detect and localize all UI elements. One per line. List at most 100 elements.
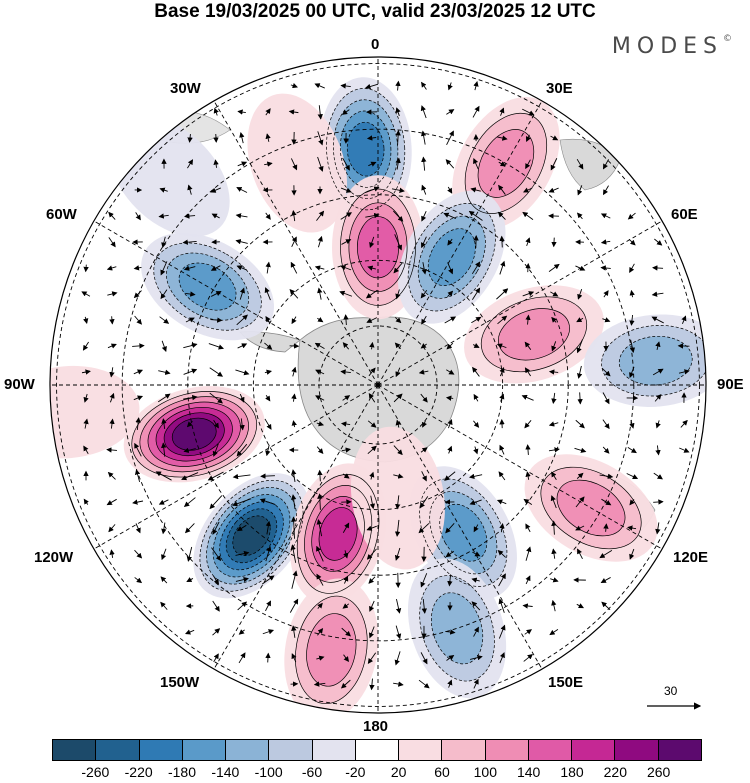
wind-vector (369, 495, 376, 510)
wind-vector (135, 212, 141, 221)
wind-vector (314, 265, 325, 271)
wind-vector (317, 131, 324, 146)
wind-vector (343, 314, 349, 326)
wind-vector (471, 316, 482, 324)
wind-vector (627, 525, 637, 531)
colorbar-tick-label: 20 (390, 764, 407, 780)
wind-vector (473, 524, 479, 533)
wind-vector (654, 393, 662, 402)
wind-vector (550, 135, 559, 141)
wind-vector (473, 420, 480, 428)
wind-vector (108, 211, 116, 220)
wind-vector (447, 679, 453, 688)
wind-vector (265, 261, 271, 274)
wind-vector (184, 213, 196, 219)
wind-vector (317, 602, 323, 609)
colorbar-bin (399, 740, 443, 760)
wind-vector (394, 547, 401, 561)
wind-vector (213, 107, 219, 116)
wind-vector (420, 393, 428, 403)
wind-vector (365, 83, 379, 90)
wind-vector (367, 652, 377, 664)
wind-vector (522, 211, 534, 220)
colorbar (52, 739, 702, 761)
wind-vector (160, 261, 168, 276)
wind-vector (447, 82, 453, 91)
wind-vector (551, 392, 557, 404)
wind-vector (291, 366, 297, 377)
reference-vector-value: 30 (664, 684, 678, 698)
wind-vector (366, 548, 377, 560)
wind-vector (473, 626, 479, 637)
wind-vector (525, 575, 531, 585)
wind-vector (109, 418, 115, 429)
wind-vector (472, 551, 481, 557)
wind-vector (368, 626, 375, 639)
wind-vector (600, 213, 611, 219)
wind-vector (420, 105, 427, 119)
wind-vector (314, 83, 325, 89)
wind-vector (653, 472, 663, 480)
wind-vector (655, 445, 661, 456)
colorbar-bin (139, 740, 183, 760)
wind-vector (236, 443, 248, 457)
wind-vector (548, 447, 560, 453)
wind-vector (108, 524, 116, 533)
colorbar-bin (53, 740, 97, 760)
wind-vector (158, 369, 171, 375)
wind-vector (419, 496, 429, 509)
wind-vector (603, 523, 609, 532)
wind-vector (395, 157, 401, 170)
wind-vector (629, 499, 635, 506)
wind-vector (420, 289, 428, 299)
wind-vector (135, 523, 141, 534)
wind-vector (446, 130, 454, 146)
wind-vector (186, 546, 193, 562)
wind-vector (161, 522, 167, 535)
wind-vector (107, 343, 117, 349)
colorbar-bin (615, 740, 659, 760)
wind-vector (185, 629, 195, 635)
wind-vector (446, 109, 455, 115)
wind-vector (366, 317, 378, 323)
wind-vector (186, 577, 194, 582)
wind-vector (187, 184, 193, 195)
wind-vector (522, 108, 535, 116)
wind-vector (291, 236, 297, 247)
wind-vector (159, 187, 168, 193)
wind-vector (236, 524, 247, 532)
wind-vector (316, 210, 325, 221)
wind-vector (265, 444, 271, 457)
lon-label-120e: 120E (673, 549, 709, 566)
wind-vector (366, 525, 377, 531)
wind-vector (211, 547, 222, 562)
wind-vector (343, 575, 349, 584)
wind-vector (550, 577, 559, 583)
wind-vector (395, 367, 401, 378)
wind-vector (340, 212, 353, 220)
wind-vector (551, 316, 557, 323)
wind-vector (652, 368, 664, 376)
wind-vector (265, 108, 271, 116)
wind-vector (209, 392, 223, 404)
wind-vector (212, 600, 220, 612)
wind-vector (340, 421, 351, 427)
colorbar-bin (312, 740, 356, 760)
wind-vector (445, 395, 454, 401)
wind-vector (365, 289, 378, 299)
wind-vector (159, 316, 170, 324)
wind-vector (291, 516, 297, 539)
wind-vector (498, 184, 506, 195)
wind-vector (83, 316, 89, 324)
wind-vector (291, 570, 298, 589)
colorbar-tick-label: 220 (603, 764, 628, 780)
wind-vector (259, 498, 276, 506)
wind-vector (602, 446, 610, 454)
wind-vector (83, 445, 89, 454)
wind-vector (655, 420, 661, 429)
wind-vector (210, 317, 223, 323)
wind-vector (600, 265, 611, 271)
wind-vector (445, 159, 455, 169)
anomaly-a15 (350, 426, 445, 570)
wind-vector (629, 548, 635, 560)
